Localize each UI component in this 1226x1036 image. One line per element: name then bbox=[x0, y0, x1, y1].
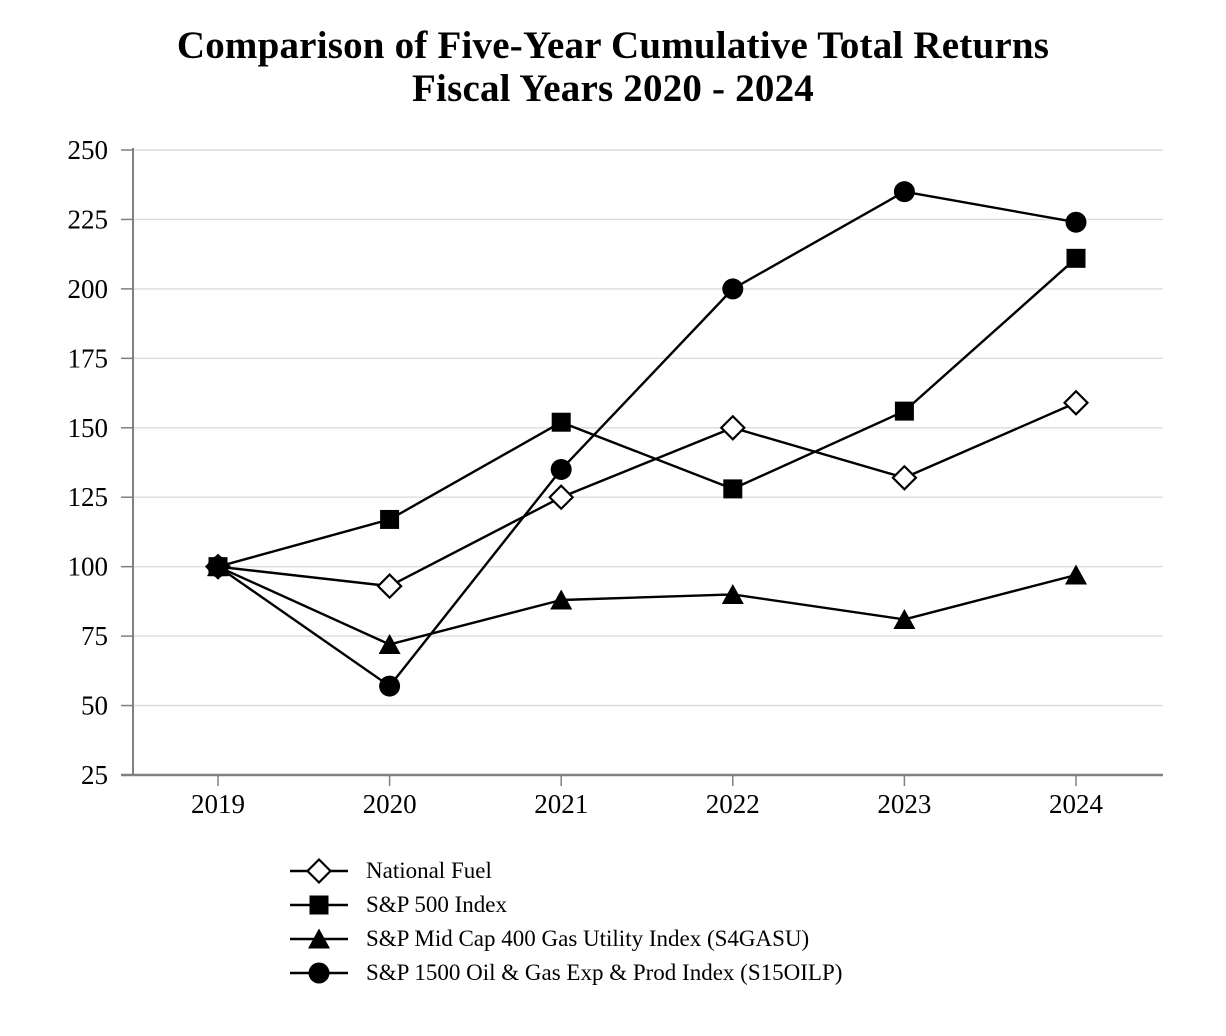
legend-label: S&P Mid Cap 400 Gas Utility Index (S4GAS… bbox=[366, 926, 810, 951]
x-tick-label: 2019 bbox=[191, 789, 245, 819]
legend-label: S&P 1500 Oil & Gas Exp & Prod Index (S15… bbox=[366, 960, 843, 985]
triangle-marker bbox=[893, 608, 916, 629]
x-tick-label: 2022 bbox=[706, 789, 760, 819]
chart-title-line1: Comparison of Five-Year Cumulative Total… bbox=[176, 24, 1050, 67]
chart-title: Comparison of Five-Year Cumulative Total… bbox=[13, 24, 1213, 110]
triangle-icon bbox=[290, 928, 348, 949]
series-markers-sp500 bbox=[208, 248, 1086, 577]
triangle-marker bbox=[1065, 564, 1087, 585]
series-line-s15oilp bbox=[217, 190, 1077, 688]
y-tick-label: 250 bbox=[68, 135, 109, 165]
triangle-marker bbox=[721, 583, 744, 604]
y-tick-label: 75 bbox=[81, 621, 108, 651]
x-tick-label: 2020 bbox=[363, 789, 417, 819]
series-markers-s15oilp bbox=[207, 181, 1087, 697]
legend-item-s4gasu: S&P Mid Cap 400 Gas Utility Index (S4GAS… bbox=[289, 922, 842, 956]
y-tick-label: 175 bbox=[68, 343, 109, 373]
y-tick-label: 200 bbox=[68, 274, 109, 304]
legend-item-sp500: S&P 500 Index bbox=[289, 888, 842, 922]
series-markers-national-fuel bbox=[204, 389, 1090, 600]
legend: National Fuel S&P 500 Index S&P Mid Cap 40… bbox=[289, 854, 842, 990]
y-tick-label: 225 bbox=[68, 204, 109, 234]
series-line-sp500 bbox=[217, 257, 1077, 568]
square-marker bbox=[1066, 248, 1086, 268]
series-line-s4gasu bbox=[217, 565, 1077, 646]
square-marker bbox=[208, 557, 228, 577]
diamond-icon-glyph bbox=[305, 857, 333, 885]
square-icon-glyph bbox=[309, 895, 329, 915]
x-tick-label: 2023 bbox=[877, 789, 931, 819]
diamond-marker bbox=[376, 573, 403, 600]
series-line-national-fuel bbox=[217, 401, 1077, 588]
square-marker bbox=[551, 412, 571, 432]
square-marker bbox=[894, 401, 914, 421]
legend-item-national-fuel: National Fuel bbox=[289, 854, 842, 888]
square-marker bbox=[380, 509, 400, 529]
circle-marker bbox=[893, 181, 915, 203]
circle-marker bbox=[379, 675, 401, 697]
square-icon bbox=[290, 895, 348, 915]
circle-marker bbox=[1065, 211, 1087, 233]
triangle-marker bbox=[550, 589, 573, 610]
legend-label: S&P 500 Index bbox=[366, 892, 507, 917]
circle-marker bbox=[722, 278, 744, 300]
y-tick-label: 100 bbox=[68, 552, 109, 582]
diamond-marker bbox=[891, 464, 918, 491]
triangle-icon-glyph bbox=[308, 928, 330, 949]
x-tick-label: 2024 bbox=[1049, 789, 1104, 819]
x-tick-label: 2021 bbox=[534, 789, 588, 819]
y-tick-label: 25 bbox=[81, 760, 108, 790]
diamond-marker bbox=[548, 484, 575, 511]
y-tick-label: 50 bbox=[81, 691, 108, 721]
diamond-marker bbox=[719, 414, 746, 441]
series-markers-s4gasu bbox=[207, 556, 1087, 654]
chart-title-line2: Fiscal Years 2020 - 2024 bbox=[412, 67, 814, 110]
legend-label: National Fuel bbox=[366, 858, 492, 883]
triangle-marker bbox=[378, 633, 401, 654]
legend-item-s15oilp: S&P 1500 Oil & Gas Exp & Prod Index (S15… bbox=[289, 956, 842, 990]
diamond-icon bbox=[290, 857, 348, 885]
y-tick-label: 150 bbox=[68, 413, 109, 443]
circle-icon bbox=[290, 962, 348, 984]
circle-icon-glyph bbox=[308, 962, 330, 984]
diamond-marker bbox=[1062, 389, 1090, 416]
square-marker bbox=[723, 479, 743, 499]
circle-marker bbox=[550, 458, 572, 480]
y-tick-label: 125 bbox=[68, 482, 109, 512]
